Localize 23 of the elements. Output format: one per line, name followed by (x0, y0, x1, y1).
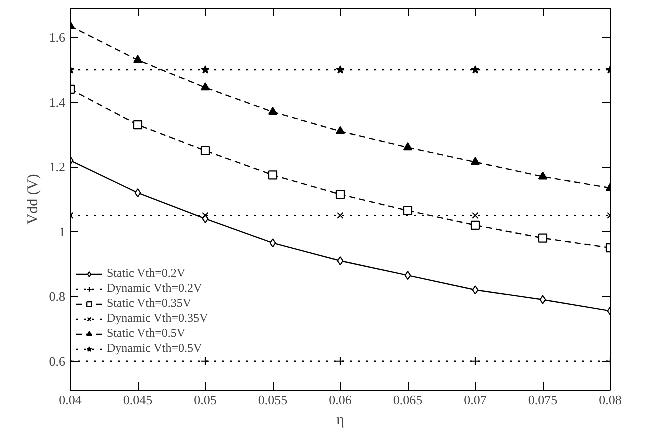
y-tick-label: 1.2 (49, 160, 66, 175)
x-tick-label: 0.055 (258, 392, 288, 408)
legend-label: Static Vth=0.5V (107, 326, 186, 341)
y-tick-label: 1.6 (49, 30, 66, 46)
y-tick-label: 1 (59, 224, 66, 240)
legend-label: Static Vth=0.35V (107, 296, 192, 311)
y-axis-title: Vdd (V) (25, 174, 42, 225)
x-axis-title: η (336, 412, 345, 428)
x-tick-label: 0.045 (123, 392, 153, 408)
y-tick-label: 1.4 (49, 94, 66, 110)
x-tick-label: 0.05 (194, 392, 217, 408)
x-tick-label: 0.075 (528, 392, 558, 408)
x-tick-label: 0.065 (393, 392, 423, 408)
x-tick-label: 0.06 (329, 392, 352, 408)
x-tick-label: 0.04 (59, 392, 82, 408)
x-tick-label: 0.08 (599, 392, 622, 408)
y-tick-label: 0.8 (49, 289, 66, 304)
x-tick-label: 0.07 (464, 392, 488, 408)
legend-label: Dynamic Vth=0.2V (107, 281, 202, 296)
legend-label: Dynamic Vth=0.5V (107, 341, 202, 356)
legend-label: Dynamic Vth=0.35V (107, 311, 208, 326)
legend-label: Static Vth=0.2V (107, 266, 186, 281)
y-tick-label: 0.6 (49, 354, 66, 369)
